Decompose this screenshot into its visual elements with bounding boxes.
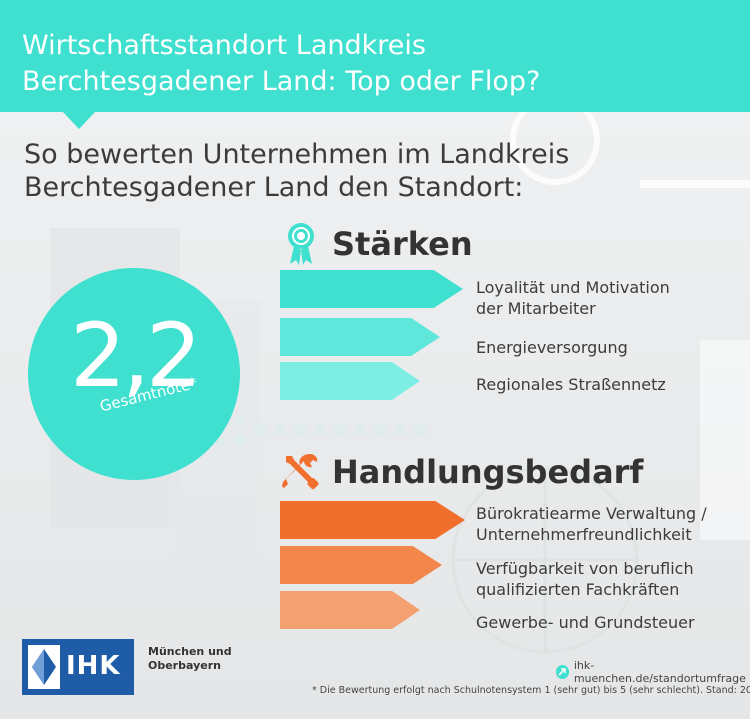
need-bar-1 <box>280 501 465 539</box>
score-value: 2,2 <box>70 304 202 407</box>
strength-label-1: Loyalität und Motivation der Mitarbeiter <box>476 278 670 318</box>
strength-bar-3 <box>280 362 420 400</box>
diamond-icon <box>32 649 56 685</box>
page-title: Wirtschaftsstandort Landkreis Berchtesga… <box>22 30 541 97</box>
award-ribbon-icon <box>288 223 314 265</box>
tools-icon <box>282 454 319 490</box>
arrow-link-icon <box>556 665 569 679</box>
logo-subtitle: München und Oberbayern <box>148 645 232 672</box>
need-bar-2 <box>280 546 442 584</box>
logo-diamond-panel <box>28 645 60 689</box>
strength-bar-1 <box>280 270 463 308</box>
need-label-3: Gewerbe- und Grundsteuer <box>476 613 695 632</box>
need-bar-3 <box>280 591 420 629</box>
strength-label-3: Regionales Straßennetz <box>476 375 666 394</box>
header-banner: Wirtschaftsstandort Landkreis Berchtesga… <box>0 0 750 112</box>
footnote: * Die Bewertung erfolgt nach Schulnotens… <box>312 685 750 696</box>
strength-bar-2 <box>280 318 440 356</box>
strengths-title: Stärken <box>332 225 473 263</box>
ihk-logo: IHK <box>22 639 134 695</box>
need-label-2: Verfügbarkeit von beruflich qualifiziert… <box>476 559 694 599</box>
score-badge: 2,2 Gesamtnote* <box>28 268 240 480</box>
header-pointer <box>62 111 96 129</box>
website-link[interactable]: ihk-muenchen.de/standortumfrage <box>556 659 750 685</box>
logo-text: IHK <box>66 651 121 681</box>
needs-title: Handlungsbedarf <box>332 453 644 491</box>
subtitle: So bewerten Unternehmen im Landkreis Ber… <box>24 139 570 203</box>
need-label-1: Bürokratiearme Verwaltung / Unternehmerf… <box>476 504 707 544</box>
strength-label-2: Energieversorgung <box>476 338 628 357</box>
website-link-text[interactable]: ihk-muenchen.de/standortumfrage <box>573 659 746 685</box>
